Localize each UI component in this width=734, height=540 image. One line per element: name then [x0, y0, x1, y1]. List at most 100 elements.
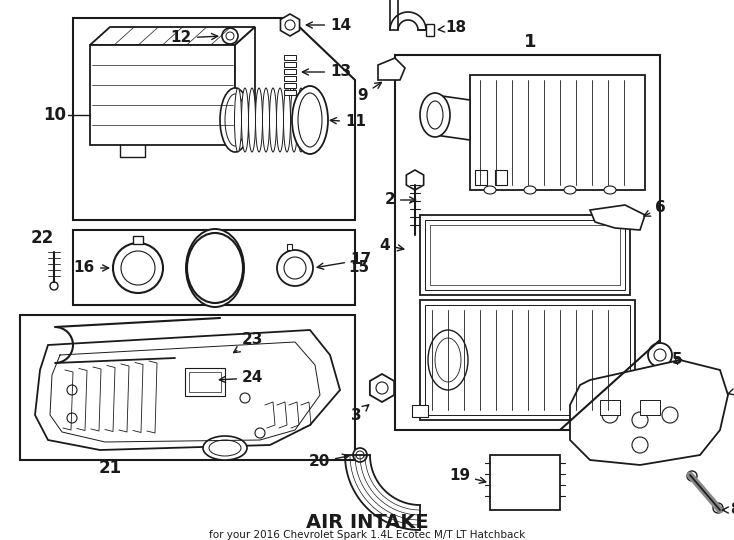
Polygon shape [395, 55, 660, 430]
Bar [430, 225, 620, 285]
Text: 20: 20 [308, 454, 349, 469]
Polygon shape [235, 27, 255, 145]
Bar [420, 215, 630, 295]
Bar [640, 400, 660, 415]
Bar [284, 69, 296, 74]
Text: 9: 9 [357, 83, 382, 103]
Text: 11: 11 [330, 114, 366, 130]
Ellipse shape [420, 93, 450, 137]
Ellipse shape [192, 235, 238, 301]
Bar [284, 62, 296, 67]
Text: 17: 17 [317, 253, 371, 269]
Bar [290, 83, 293, 91]
Polygon shape [470, 75, 645, 190]
Circle shape [687, 471, 697, 481]
Text: 15: 15 [348, 260, 369, 275]
Text: 21: 21 [98, 459, 122, 477]
Text: 18: 18 [438, 21, 466, 36]
Bar [600, 400, 620, 415]
Bar [73, 230, 355, 305]
Bar [284, 55, 296, 60]
Bar [475, 170, 487, 185]
Ellipse shape [604, 186, 616, 194]
Ellipse shape [564, 186, 576, 194]
Bar [189, 372, 221, 392]
Text: 16: 16 [73, 260, 109, 275]
Polygon shape [280, 14, 299, 36]
Bar [90, 45, 235, 145]
Circle shape [67, 413, 77, 423]
Ellipse shape [263, 88, 269, 152]
Bar [420, 300, 635, 420]
Bar [284, 83, 296, 88]
Ellipse shape [203, 436, 247, 460]
Ellipse shape [195, 238, 235, 298]
Circle shape [632, 437, 648, 453]
Polygon shape [73, 18, 355, 220]
Bar [425, 305, 630, 415]
Bar [425, 220, 625, 290]
Text: 3: 3 [352, 405, 368, 422]
Bar [133, 236, 143, 244]
Circle shape [277, 250, 313, 286]
Bar [426, 24, 434, 36]
Text: AIR INTAKE: AIR INTAKE [305, 512, 429, 531]
Circle shape [602, 407, 618, 423]
Polygon shape [407, 170, 424, 190]
Text: 4: 4 [379, 238, 404, 253]
Ellipse shape [255, 88, 263, 152]
Bar [490, 455, 560, 510]
Text: 2: 2 [385, 192, 415, 207]
Circle shape [353, 448, 367, 462]
Text: for your 2016 Chevrolet Spark 1.4L Ecotec M/T LT Hatchback: for your 2016 Chevrolet Spark 1.4L Ecote… [209, 530, 525, 540]
Ellipse shape [187, 233, 243, 303]
Bar [284, 76, 296, 81]
Text: 19: 19 [449, 468, 486, 483]
Text: 1: 1 [524, 33, 537, 51]
Text: 12: 12 [171, 30, 218, 45]
Circle shape [255, 428, 265, 438]
Text: 24: 24 [219, 370, 264, 386]
Polygon shape [570, 360, 728, 465]
Bar [627, 405, 643, 417]
Circle shape [713, 503, 723, 513]
Ellipse shape [428, 330, 468, 390]
Ellipse shape [283, 88, 291, 152]
Ellipse shape [186, 229, 244, 307]
Text: 22: 22 [30, 229, 54, 247]
Text: 14: 14 [306, 17, 351, 32]
Ellipse shape [484, 186, 496, 194]
Bar [287, 244, 292, 250]
Ellipse shape [292, 86, 328, 154]
Polygon shape [378, 58, 405, 80]
Text: 6: 6 [644, 200, 666, 216]
Circle shape [222, 28, 238, 44]
Circle shape [632, 412, 648, 428]
Polygon shape [390, 12, 426, 30]
Circle shape [50, 282, 58, 290]
Bar [284, 90, 296, 95]
Circle shape [67, 385, 77, 395]
Ellipse shape [524, 186, 536, 194]
Bar [412, 405, 428, 417]
Polygon shape [590, 205, 645, 230]
Bar [20, 315, 355, 460]
Ellipse shape [189, 232, 241, 304]
Ellipse shape [277, 88, 283, 152]
Polygon shape [90, 27, 255, 45]
Circle shape [662, 407, 678, 423]
Bar [185, 368, 225, 396]
Bar [495, 170, 507, 185]
Text: 5: 5 [672, 353, 683, 368]
Ellipse shape [297, 88, 305, 152]
Text: 8: 8 [722, 503, 734, 517]
Ellipse shape [241, 88, 249, 152]
Ellipse shape [220, 88, 250, 152]
Text: 13: 13 [302, 64, 351, 79]
Ellipse shape [249, 88, 255, 152]
Ellipse shape [291, 88, 297, 152]
Polygon shape [35, 330, 340, 450]
Text: 10: 10 [43, 106, 67, 124]
Circle shape [240, 393, 250, 403]
Polygon shape [370, 374, 394, 402]
